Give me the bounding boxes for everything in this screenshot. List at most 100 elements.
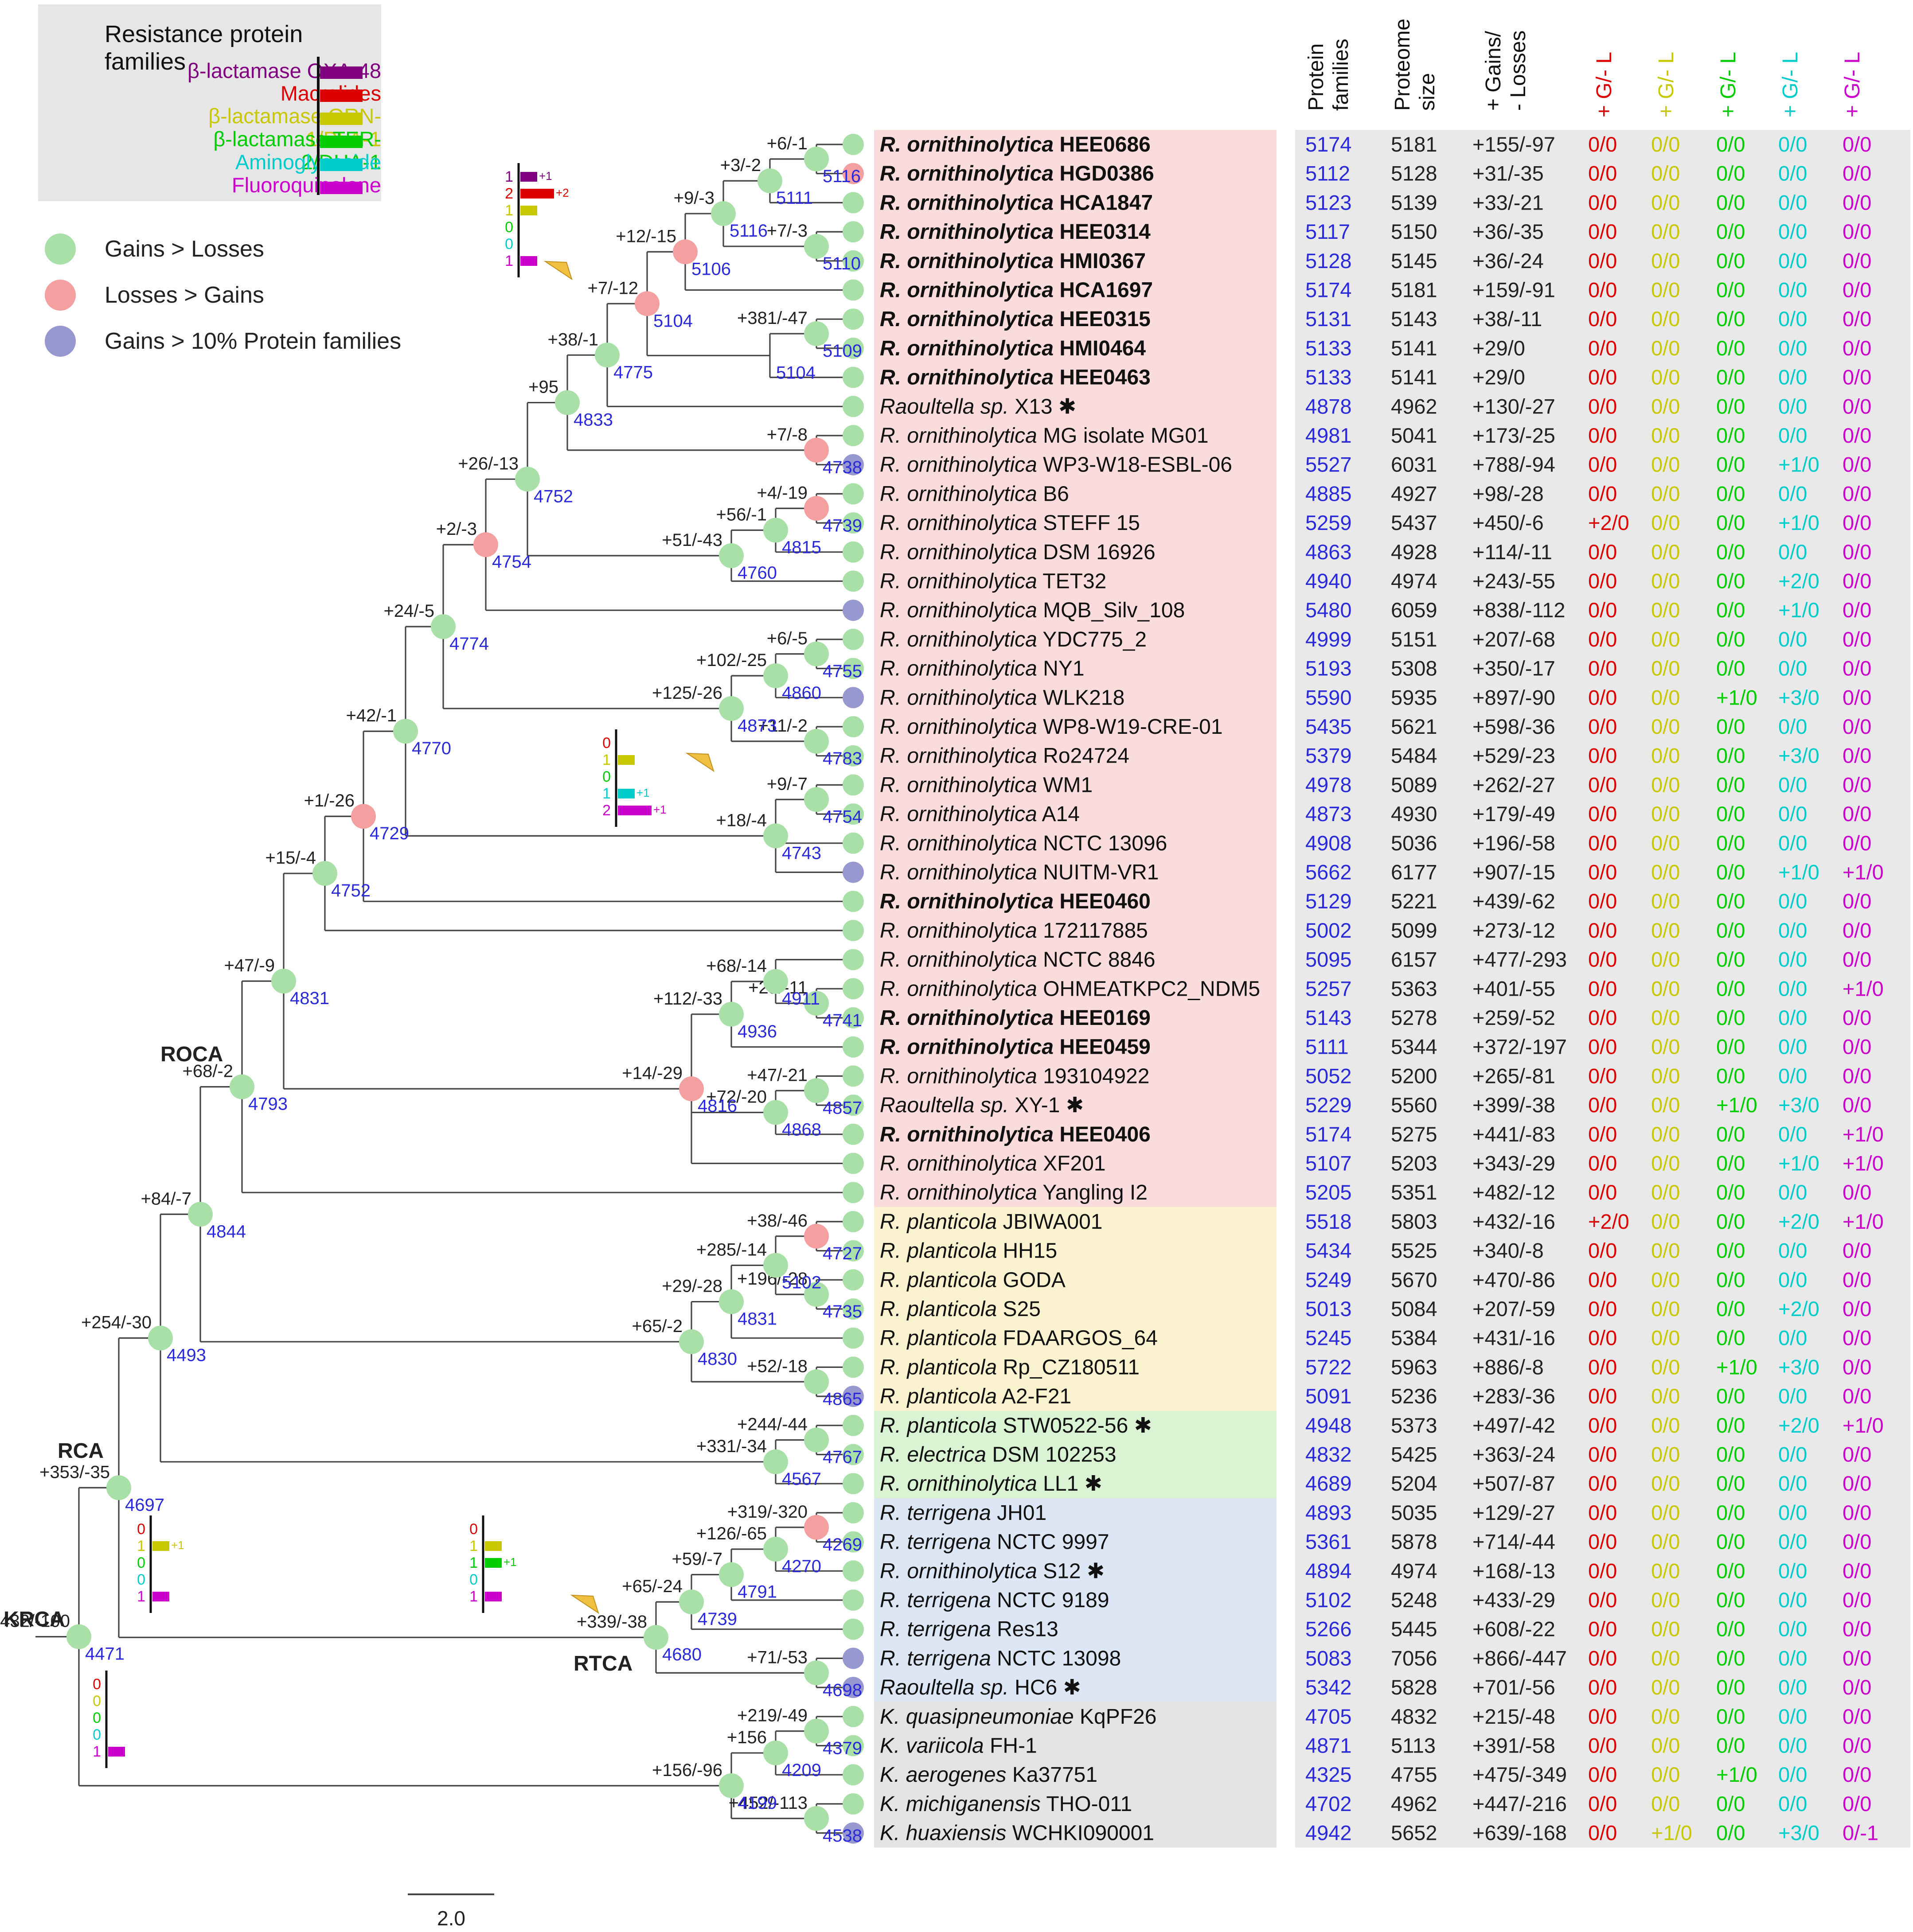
cell-resistance-gl: 0/0 xyxy=(1843,540,1871,564)
cell-resistance-gl: 0/0 xyxy=(1843,1472,1871,1495)
internal-node xyxy=(635,291,660,316)
node-family-count: 4767 xyxy=(823,1448,862,1467)
cell-resistance-gl: 0/0 xyxy=(1843,1297,1871,1320)
node-gain-loss: +125/-26 xyxy=(652,683,722,703)
node-gain-loss: +24/-5 xyxy=(383,601,434,621)
inset-count: 0 xyxy=(602,735,611,752)
cell-resistance-gl: 0/0 xyxy=(1843,948,1871,971)
inset-count: 0 xyxy=(137,1521,145,1538)
cell-proteome-size: 5181 xyxy=(1391,278,1437,302)
cell-resistance-gl: 0/0 xyxy=(1778,1559,1807,1582)
node-gain-loss: +4/-19 xyxy=(757,483,808,502)
cell-resistance-gl: 0/0 xyxy=(1778,1180,1807,1204)
cell-gains-losses: +447/-216 xyxy=(1472,1792,1567,1815)
leaf-node xyxy=(843,1764,864,1786)
cell-protein-families: 5133 xyxy=(1305,366,1352,389)
internal-node xyxy=(719,1289,744,1314)
node-family-count: 4680 xyxy=(662,1645,702,1664)
cell-resistance-gl: 0/0 xyxy=(1778,1006,1807,1029)
internal-node xyxy=(595,343,620,368)
cell-resistance-gl: 0/0 xyxy=(1588,1064,1617,1087)
taxon-label: K. variicola FH-1 xyxy=(880,1734,1037,1758)
leaf-node xyxy=(843,1822,864,1844)
cell-resistance-gl: 0/0 xyxy=(1778,1122,1807,1146)
cell-resistance-gl: 0/0 xyxy=(1716,220,1745,243)
cell-gains-losses: +179/-49 xyxy=(1472,802,1555,826)
inset-bar xyxy=(520,256,537,266)
cell-protein-families: 4978 xyxy=(1305,773,1352,796)
cell-gains-losses: +363/-24 xyxy=(1472,1443,1555,1466)
cell-resistance-gl: 0/0 xyxy=(1588,453,1617,476)
internal-node xyxy=(804,1718,829,1744)
taxon-strain: B6 xyxy=(1037,482,1069,506)
taxon-label: R. ornithinolytica HEE0686 xyxy=(880,133,1151,156)
legend-node-label: Gains > Losses xyxy=(105,236,264,262)
cell-resistance-gl: 0/0 xyxy=(1588,1821,1617,1845)
legend-color-swatch xyxy=(320,136,363,148)
cell-protein-families: 4873 xyxy=(1305,802,1352,826)
cell-resistance-gl: 0/0 xyxy=(1778,162,1807,185)
inset-count: 0 xyxy=(469,1521,478,1538)
cell-resistance-gl: 0/0 xyxy=(1588,1501,1617,1524)
node-family-count: 5116 xyxy=(730,221,768,241)
cell-resistance-gl: 0/0 xyxy=(1778,977,1807,1000)
cell-protein-families: 5229 xyxy=(1305,1093,1352,1117)
inset-count: 1 xyxy=(137,1588,145,1605)
internal-node xyxy=(66,1624,91,1649)
cell-resistance-gl: 0/0 xyxy=(1843,1239,1871,1262)
cell-resistance-gl: 0/0 xyxy=(1778,249,1807,273)
taxon-strain: DSM 102253 xyxy=(986,1443,1117,1467)
annotation-arrow xyxy=(543,261,573,280)
cell-gains-losses: +432/-16 xyxy=(1472,1210,1555,1233)
cell-resistance-gl: +1/0 xyxy=(1778,453,1819,476)
cell-gains-losses: +701/-56 xyxy=(1472,1675,1555,1699)
taxon-strain: A14 xyxy=(1037,802,1080,826)
cell-gains-losses: +608/-22 xyxy=(1472,1617,1555,1641)
cell-resistance-gl: 0/0 xyxy=(1843,1792,1871,1815)
cell-resistance-gl: 0/0 xyxy=(1843,889,1871,913)
node-family-count: 4831 xyxy=(738,1309,777,1329)
cell-resistance-gl: 0/0 xyxy=(1778,278,1807,302)
cell-resistance-gl: 0/0 xyxy=(1843,453,1871,476)
cell-resistance-gl: 0/0 xyxy=(1716,861,1745,884)
legend-ter2-label: β-lactamase TER-2/DHA-1 xyxy=(213,127,381,174)
cell-resistance-gl: 0/0 xyxy=(1588,278,1617,302)
cell-gains-losses: +168/-13 xyxy=(1472,1559,1555,1582)
cell-resistance-gl: 0/0 xyxy=(1651,1239,1680,1262)
internal-node xyxy=(804,321,829,347)
taxon-label: R. ornithinolytica HEE0459 xyxy=(880,1036,1151,1059)
cell-resistance-gl: 0/0 xyxy=(1716,657,1745,680)
cell-protein-families: 4871 xyxy=(1305,1734,1352,1757)
leaf-node xyxy=(843,716,864,737)
leaf-node xyxy=(843,1356,864,1378)
node-gain-loss: +12/-15 xyxy=(616,226,676,246)
cell-resistance-gl: 0/0 xyxy=(1843,1268,1871,1291)
internal-node xyxy=(271,969,296,994)
cell-resistance-gl: 0/0 xyxy=(1716,191,1745,214)
taxon-strain: NCTC 13098 xyxy=(991,1647,1121,1670)
cell-resistance-gl: 0/0 xyxy=(1651,1122,1680,1146)
cell-resistance-gl: 0/0 xyxy=(1716,1472,1745,1495)
node-family-count: 4754 xyxy=(492,552,531,572)
cell-gains-losses: +482/-12 xyxy=(1472,1180,1555,1204)
inset-extra: +2 xyxy=(556,186,569,199)
cell-resistance-gl: 0/0 xyxy=(1588,569,1617,593)
node-family-count: 4844 xyxy=(207,1222,246,1241)
internal-node xyxy=(763,518,788,543)
taxon-genus: R. ornithinolytica xyxy=(880,1123,1054,1146)
cell-resistance-gl: 0/0 xyxy=(1778,1268,1807,1291)
inset-bar xyxy=(520,206,537,215)
cell-resistance-gl: 0/0 xyxy=(1651,1355,1680,1379)
cell-resistance-gl: 0/0 xyxy=(1588,366,1617,389)
cell-protein-families: 4942 xyxy=(1305,1821,1352,1845)
scale-bar-label: 2.0 xyxy=(437,1907,465,1930)
taxon-strain: 193104922 xyxy=(1037,1064,1150,1088)
taxon-strain: NCTC 8846 xyxy=(1037,948,1156,972)
taxon-strain: HGD0386 xyxy=(1054,162,1154,186)
node-gain-loss: +95 xyxy=(528,378,558,397)
cell-protein-families: 5102 xyxy=(1305,1588,1352,1612)
cell-resistance-gl: 0/0 xyxy=(1843,1734,1871,1757)
cell-gains-losses: +215/-48 xyxy=(1472,1705,1555,1728)
cell-resistance-gl: +1/0 xyxy=(1778,598,1819,622)
header-proteome-size: Proteomesize xyxy=(1391,19,1439,111)
